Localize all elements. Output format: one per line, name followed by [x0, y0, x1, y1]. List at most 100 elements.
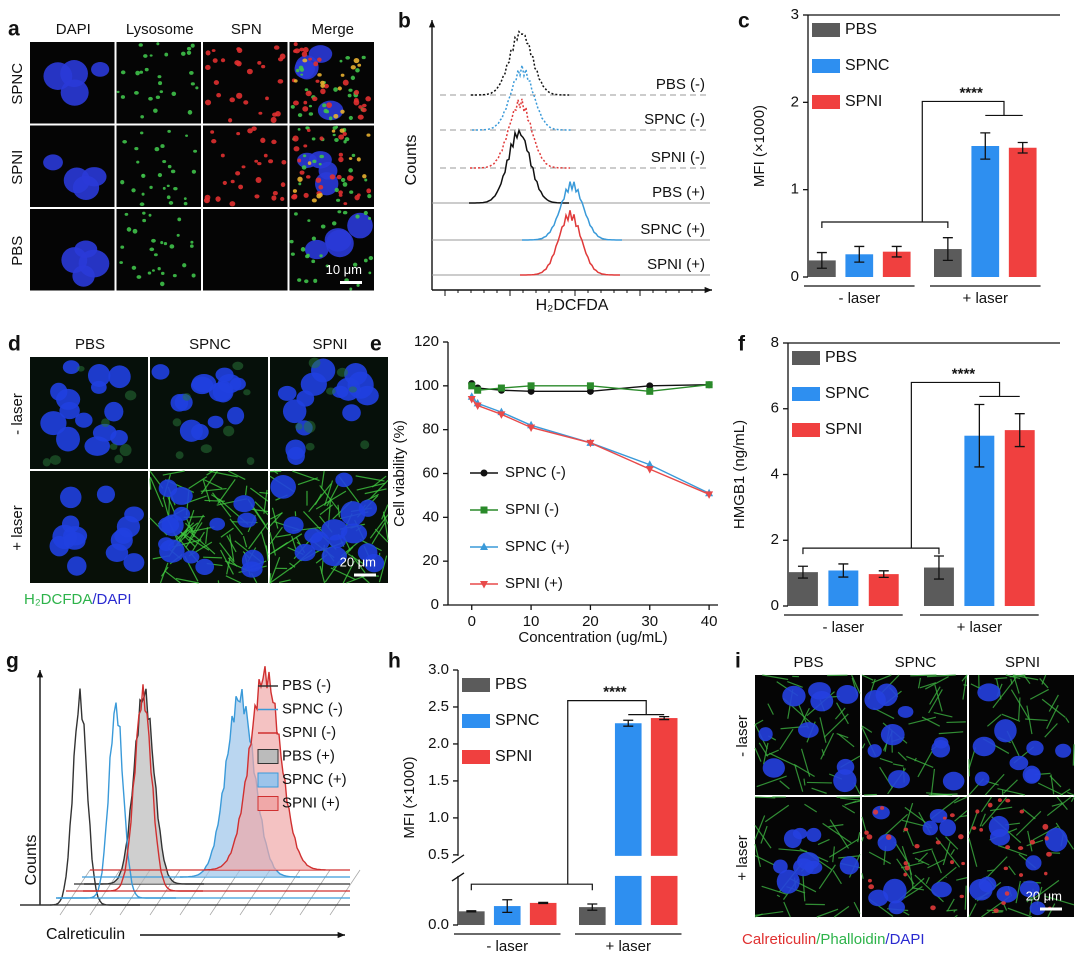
stain — [134, 146, 139, 151]
fiber — [946, 909, 958, 912]
stain — [875, 683, 898, 707]
fiber — [959, 815, 968, 818]
marker — [586, 382, 594, 390]
fiber — [841, 804, 856, 814]
stain — [216, 93, 222, 98]
y-tick-label: 0.0 — [428, 916, 449, 933]
stain — [364, 178, 368, 182]
stain — [880, 724, 905, 746]
stain — [301, 165, 307, 170]
fiber — [369, 514, 389, 539]
x-tick-label: 20 — [582, 613, 599, 630]
legend-label: SPNC — [845, 57, 889, 74]
stain — [342, 79, 349, 86]
legend-label: PBS (+) — [282, 747, 335, 764]
marker — [527, 387, 535, 395]
stain — [123, 553, 145, 572]
stain — [251, 126, 257, 131]
fiber — [1039, 678, 1049, 689]
stain — [190, 82, 195, 86]
stain — [903, 872, 908, 877]
stain — [1042, 823, 1049, 830]
fiber — [259, 491, 269, 494]
error-bar — [797, 565, 808, 579]
stain — [1019, 809, 1025, 814]
fiber — [275, 533, 291, 538]
significance-line — [821, 100, 1023, 228]
stain — [949, 813, 955, 818]
fiber — [764, 804, 790, 823]
stain — [1005, 798, 1011, 803]
stain — [343, 202, 348, 206]
fiber — [1003, 779, 1018, 794]
stain — [223, 425, 235, 437]
fiber — [804, 803, 818, 813]
fiber — [269, 512, 283, 527]
stain — [1044, 827, 1068, 852]
x-tick-label: + laser — [957, 619, 1002, 636]
stain — [320, 80, 325, 85]
fiber — [160, 566, 169, 577]
stain — [929, 808, 948, 823]
legend-label: PBS — [495, 676, 527, 693]
fiber — [765, 749, 780, 757]
stain — [1009, 755, 1029, 771]
fiber — [852, 800, 861, 804]
stain — [297, 127, 301, 131]
stain — [367, 194, 372, 199]
stain — [318, 184, 324, 190]
fiber — [816, 908, 839, 918]
stain — [797, 722, 819, 738]
fiber — [337, 504, 341, 518]
fiber — [931, 849, 942, 874]
stain — [162, 160, 167, 164]
legend-swatch — [257, 772, 279, 788]
stain — [116, 515, 141, 538]
stain — [190, 240, 194, 244]
stain — [271, 139, 277, 145]
fiber — [903, 911, 910, 916]
fiber — [1048, 694, 1059, 712]
stain — [773, 859, 788, 874]
y-axis-label: MFI (×1000) — [401, 756, 418, 838]
fiber — [229, 518, 244, 536]
histogram-curve — [204, 666, 326, 871]
fiber — [279, 579, 291, 583]
legend-label: SPNC — [495, 712, 539, 729]
stain — [293, 79, 298, 83]
stain — [280, 196, 285, 202]
stain — [301, 51, 308, 58]
stain — [335, 125, 339, 129]
fiber — [779, 780, 790, 790]
marker — [473, 402, 482, 411]
fiber — [1067, 791, 1075, 796]
stain — [207, 415, 224, 429]
stain — [160, 144, 165, 149]
stain — [167, 164, 172, 169]
stain — [304, 88, 309, 92]
stain — [255, 177, 262, 183]
fiber — [248, 522, 269, 550]
legend-marker — [480, 469, 488, 477]
stain — [318, 162, 322, 166]
column-label: SPNC — [189, 336, 231, 353]
stain — [306, 175, 311, 179]
stain — [1001, 901, 1006, 905]
stain — [247, 128, 253, 134]
stain — [338, 190, 343, 195]
fiber — [851, 674, 861, 694]
histogram-curve — [469, 128, 569, 204]
fiber — [190, 531, 205, 554]
break-mark — [451, 854, 465, 864]
stain — [1005, 845, 1011, 850]
column-label: Lysosome — [126, 21, 194, 38]
y-axis-label: Cell viability (%) — [391, 420, 408, 527]
fiber — [273, 470, 279, 475]
marker — [646, 382, 654, 390]
y-tick-label: 40 — [422, 508, 439, 525]
fiber — [1023, 674, 1031, 685]
stain — [159, 90, 164, 94]
fiber — [836, 702, 849, 725]
stain — [43, 154, 63, 171]
fiber — [950, 849, 955, 856]
